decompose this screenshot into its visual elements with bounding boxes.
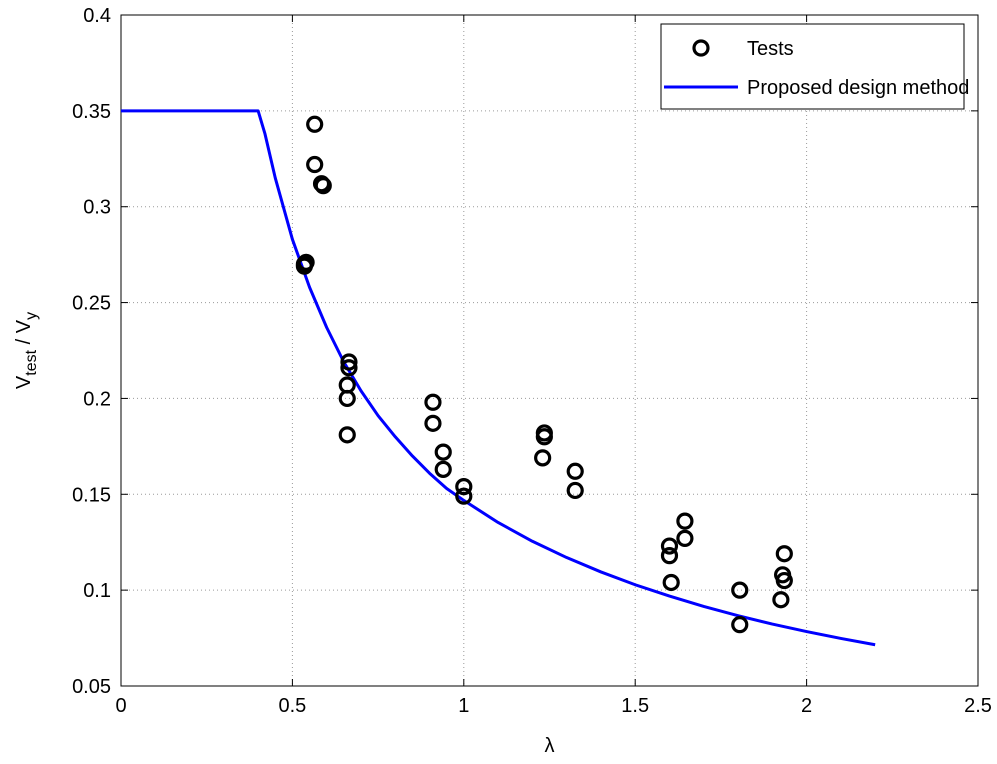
test-data-point — [775, 545, 793, 563]
y-tick-label: 0.3 — [83, 197, 111, 219]
test-data-point — [338, 389, 356, 408]
test-data-point — [566, 462, 584, 480]
test-data-point — [434, 460, 452, 478]
legend-box — [660, 23, 965, 110]
test-data-point — [306, 115, 324, 133]
design-curve-line — [121, 109, 876, 647]
test-data-point — [731, 616, 749, 634]
y-tick-label: 0.15 — [72, 484, 111, 506]
x-tick-label: 1 — [458, 695, 469, 717]
test-data-point — [340, 353, 358, 371]
test-data-point — [424, 414, 442, 432]
test-data-point — [662, 573, 680, 592]
test-data-point — [676, 529, 694, 547]
test-data-point — [295, 257, 313, 275]
svg-text:Vtest / Vy: Vtest / Vy — [13, 312, 40, 389]
y-tick-label: 0.4 — [83, 5, 111, 27]
x-axis-title: λ — [545, 735, 555, 757]
test-data-point — [676, 512, 694, 530]
series-layer — [121, 109, 876, 647]
test-data-point — [306, 155, 324, 174]
test-data-point — [314, 177, 332, 195]
y-title-main-a: V — [13, 375, 35, 389]
test-data-point — [731, 581, 749, 599]
test-data-point — [338, 426, 356, 444]
y-title-sub-b: y — [23, 312, 40, 320]
axes-frame — [120, 14, 979, 687]
test-data-point — [775, 571, 793, 590]
y-title-sep: / — [13, 333, 35, 350]
x-tick-label: 1.5 — [621, 695, 649, 717]
y-tick-label: 0.1 — [83, 580, 111, 602]
test-data-point — [455, 487, 473, 505]
x-tick-label: 0 — [115, 695, 126, 717]
legend-label: Tests — [747, 38, 794, 60]
y-title-main-b: V — [13, 319, 35, 333]
test-data-point — [660, 537, 679, 555]
x-tick-label: 2 — [801, 695, 812, 717]
y-tick-label: 0.35 — [72, 101, 111, 123]
test-data-point — [455, 478, 473, 496]
y-axis-title: Vtest / Vy — [13, 312, 40, 389]
legend-marker-tests — [692, 39, 710, 57]
y-tick-label: 0.2 — [83, 388, 111, 410]
y-tick-label: 0.05 — [72, 676, 111, 698]
test-data-point — [535, 428, 553, 446]
x-tick-label: 0.5 — [278, 695, 306, 717]
plot-background — [121, 15, 978, 686]
test-data-point — [340, 359, 358, 377]
test-data-point — [434, 443, 452, 461]
x-tick-label: 2.5 — [964, 695, 992, 717]
y-tick-label: 0.25 — [72, 293, 111, 315]
axes-layer: 0 0.5 1 1.5 2 2.5 0.05 0.1 0.15 0.2 0.25 0.3 0.35 0.4 — [72, 5, 992, 717]
y-title-sub-a: test — [23, 349, 40, 375]
legend-label: Proposed design method — [747, 77, 969, 99]
test-data-point — [534, 449, 552, 467]
test-data-point — [566, 481, 584, 500]
test-data-point — [660, 547, 679, 565]
grid-layer — [121, 15, 978, 686]
legend: Tests Proposed design method — [660, 23, 969, 110]
test-data-point — [772, 591, 790, 609]
test-data-point — [424, 393, 442, 411]
